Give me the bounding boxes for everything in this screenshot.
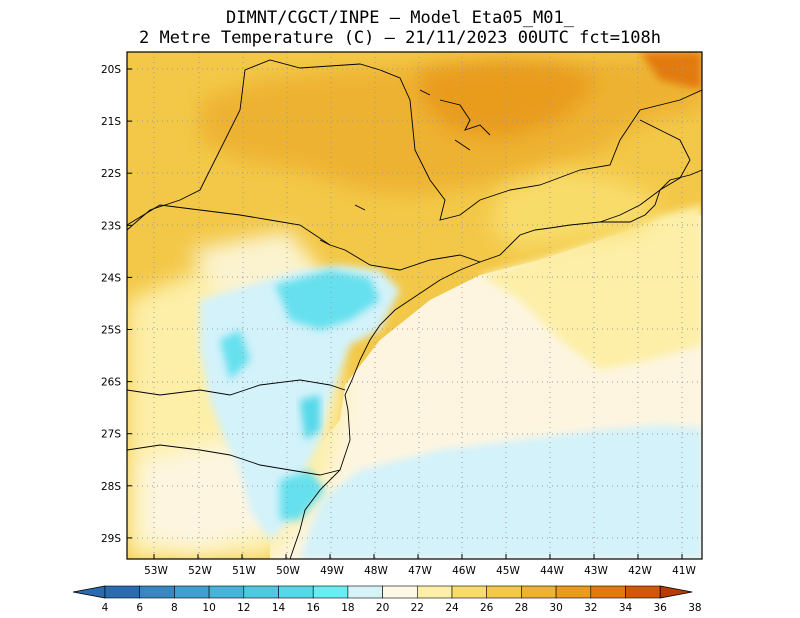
lon-label: 41W (672, 565, 696, 577)
lon-label: 50W (276, 565, 300, 577)
lon-label: 46W (452, 565, 476, 577)
colorbar-swatch (451, 585, 488, 599)
lon-label: 43W (584, 565, 608, 577)
lon-label: 44W (540, 565, 564, 577)
boundaries (127, 59, 702, 559)
lat-label: 24S (101, 272, 121, 284)
lon-label: 53W (144, 565, 168, 577)
colorbar-swatch (312, 585, 349, 599)
coastline (289, 169, 702, 559)
state-border-sp-mg (127, 59, 702, 231)
colorbar-swatch (104, 585, 141, 599)
colorbar-swatch (208, 585, 245, 599)
colorbar-swatch (139, 585, 175, 599)
lon-label: 48W (364, 565, 388, 577)
colorbar-label: 14 (272, 602, 286, 614)
colorbar-arrow-high (659, 585, 693, 599)
colorbar-label: 4 (102, 602, 109, 614)
latitude-labels: 20S 21S 22S 23S 24S 25S 26S 27S 28S 29S (101, 64, 132, 545)
lon-label: 49W (320, 565, 344, 577)
colorbar-label: 38 (688, 602, 701, 614)
colorbar-swatch (174, 585, 210, 599)
lat-label: 22S (101, 168, 121, 180)
lat-label: 25S (101, 325, 121, 337)
colorbar-swatch (555, 585, 592, 599)
colorbar-swatch (347, 585, 383, 599)
colorbar-label: 10 (202, 602, 215, 614)
colorbar-swatch (278, 585, 314, 599)
colorbar-label: 6 (136, 602, 143, 614)
colorbar-label: 36 (654, 602, 668, 614)
lon-label: 47W (408, 565, 432, 577)
temperature-field (127, 52, 702, 559)
state-border-pr-sc (127, 379, 346, 396)
colorbar-swatch (590, 585, 626, 599)
colorbar-label: 16 (307, 602, 321, 614)
lat-label: 21S (101, 116, 121, 128)
lat-label: 20S (101, 64, 121, 76)
colorbar-label: 34 (619, 602, 633, 614)
colorbar-swatch (625, 585, 661, 599)
longitude-labels: 53W 52W 51W 50W 49W 48W 47W 46W 45W 44W 43W 42W 41W (144, 554, 696, 577)
chart-title-line-2: 2 Metre Temperature (C) – 21/11/2023 00U… (139, 28, 661, 48)
colorbar-swatch (243, 585, 279, 599)
lon-label: 52W (188, 565, 212, 577)
colorbar-label: 26 (480, 602, 494, 614)
colorbar-label: 18 (341, 602, 354, 614)
colorbar-label: 20 (376, 602, 389, 614)
colorbar-swatch (521, 585, 557, 599)
lat-label: 23S (101, 220, 121, 232)
colorbar-label: 8 (171, 602, 178, 614)
lon-label: 42W (628, 565, 652, 577)
colorbar-label: 32 (584, 602, 597, 614)
chart-title-line-1: DIMNT/CGCT/INPE – Model Eta05_M01_ (226, 8, 574, 28)
lakes (319, 89, 491, 246)
colorbar-swatch (416, 585, 453, 599)
colorbar-swatch (382, 585, 418, 599)
lat-label: 28S (101, 481, 121, 493)
state-border-sc-rs (127, 444, 341, 476)
colorbar-label: 28 (515, 602, 528, 614)
colorbar-label: 30 (549, 602, 562, 614)
lon-label: 51W (232, 565, 256, 577)
colorbar: 4 6 8 10 12 14 16 18 20 22 24 26 28 30 32 34 36 38 (72, 585, 702, 614)
colorbar-label: 24 (445, 602, 459, 614)
colorbar-swatch (486, 585, 522, 599)
lon-label: 45W (496, 565, 520, 577)
lat-label: 27S (101, 429, 121, 441)
colorbar-label: 12 (237, 602, 250, 614)
colorbar-label: 22 (411, 602, 424, 614)
lat-label: 26S (101, 377, 121, 389)
state-border-rj (599, 119, 691, 223)
lat-label: 29S (101, 533, 121, 545)
map-frame (126, 51, 703, 560)
map-grid (127, 52, 702, 559)
colorbar-arrow-low (72, 585, 106, 599)
